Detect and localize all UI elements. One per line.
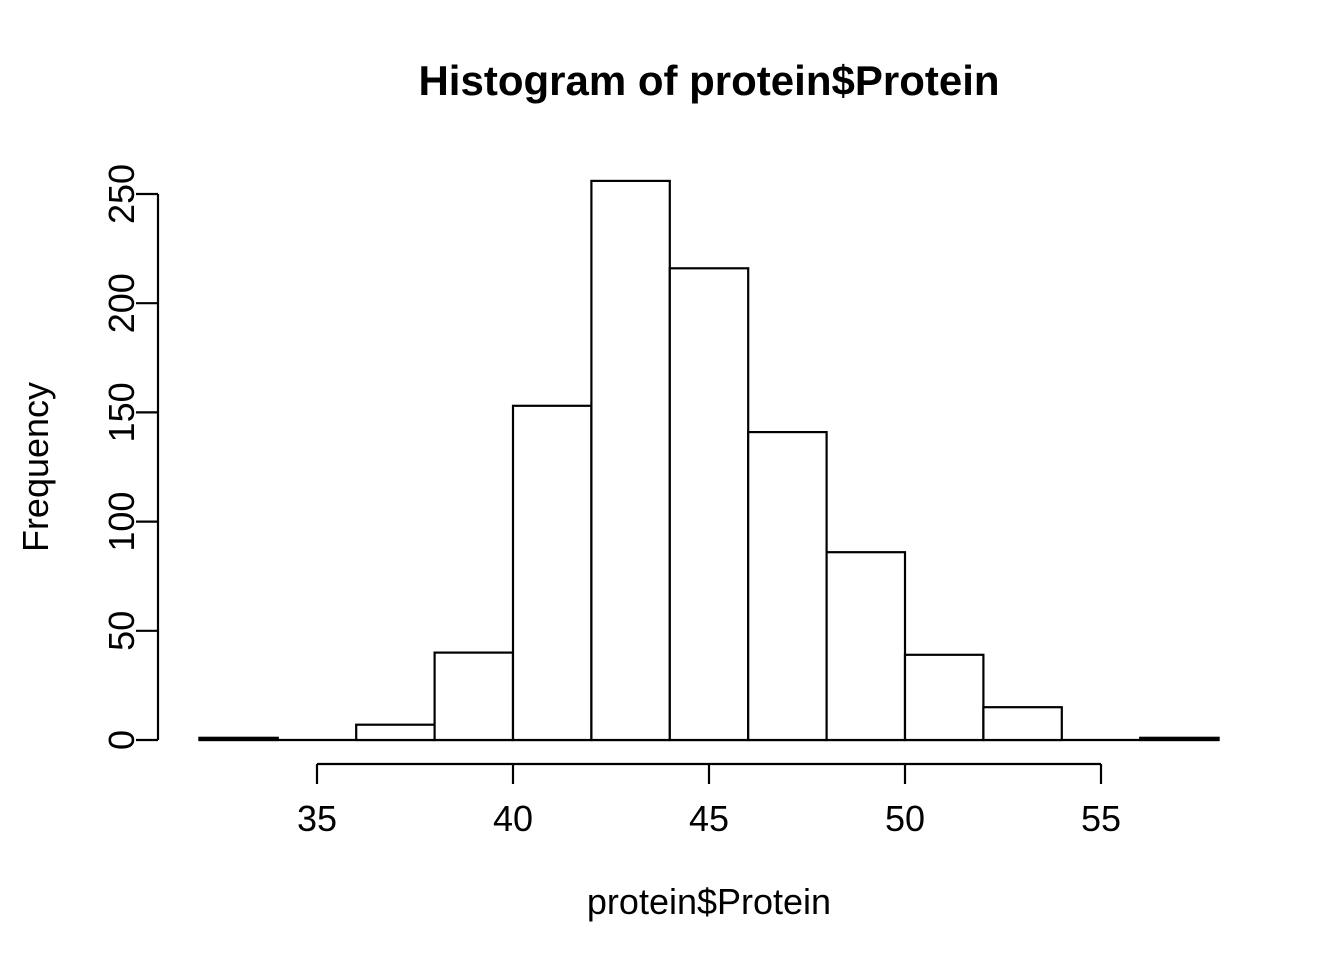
x-tick-label: 50 [885, 798, 925, 839]
x-tick-label: 40 [493, 798, 533, 839]
y-tick-label: 250 [101, 164, 142, 224]
x-tick-label: 45 [689, 798, 729, 839]
histogram-bar [825, 551, 907, 742]
x-tick-label: 35 [297, 798, 337, 839]
histogram-bar [747, 431, 828, 742]
x-axis-label: protein$Protein [587, 881, 831, 922]
chart-title: Histogram of protein$Protein [418, 57, 999, 104]
y-tick-label: 100 [101, 492, 142, 552]
histogram-bar [982, 706, 1063, 742]
histogram-bar [590, 179, 671, 742]
bars-group [198, 179, 1220, 742]
histogram-bar [1139, 736, 1220, 742]
y-tick-label: 50 [101, 611, 142, 651]
histogram-bar [668, 267, 750, 742]
y-tick-label: 0 [101, 730, 142, 750]
x-tick-label: 55 [1081, 798, 1121, 839]
histogram-bar [903, 653, 985, 742]
y-tick-label: 150 [101, 382, 142, 442]
y-axis: 0 50 100 150 200 250 [101, 164, 160, 750]
histogram-bar [511, 404, 593, 742]
histogram-bar [355, 723, 436, 742]
x-axis: 35 40 45 50 55 [297, 762, 1121, 839]
histogram-bar [198, 736, 279, 742]
histogram-bar [433, 651, 515, 742]
y-tick-label: 200 [101, 273, 142, 333]
y-axis-label: Frequency [15, 382, 56, 552]
